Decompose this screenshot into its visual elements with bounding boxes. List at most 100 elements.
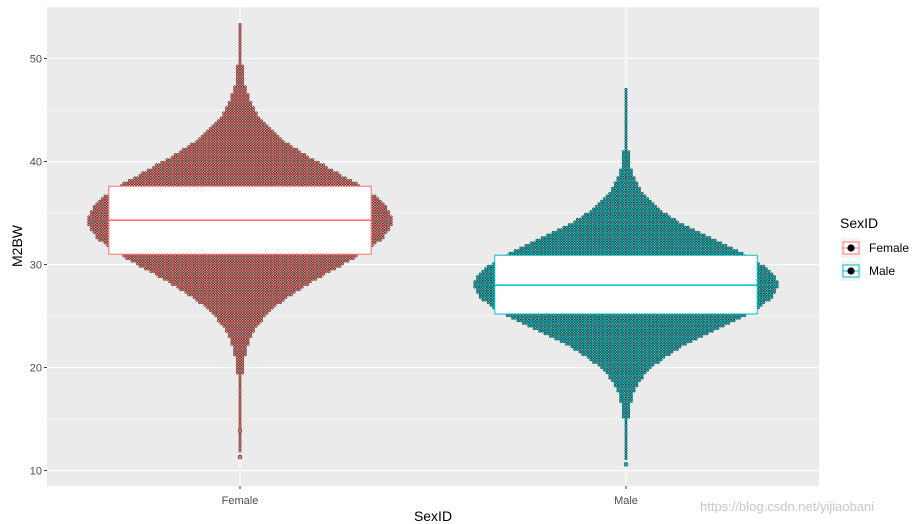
dot bbox=[241, 72, 245, 76]
dot bbox=[260, 137, 264, 141]
dot bbox=[173, 264, 177, 268]
dot bbox=[241, 155, 245, 159]
dot bbox=[284, 272, 288, 276]
dot bbox=[230, 116, 234, 120]
dot bbox=[241, 85, 245, 89]
dot bbox=[171, 168, 174, 172]
dot bbox=[192, 272, 196, 276]
dot bbox=[216, 127, 220, 130]
dot bbox=[203, 280, 207, 284]
dot bbox=[246, 275, 250, 279]
dot bbox=[173, 270, 177, 273]
dot bbox=[327, 176, 331, 180]
dot bbox=[311, 272, 315, 276]
dot bbox=[187, 262, 191, 266]
dot bbox=[122, 254, 126, 258]
dot bbox=[289, 155, 293, 159]
dot bbox=[311, 168, 315, 172]
dot bbox=[181, 272, 185, 276]
dot bbox=[262, 147, 266, 151]
dot bbox=[319, 264, 323, 268]
dot bbox=[90, 228, 93, 232]
dot bbox=[219, 181, 223, 185]
dot bbox=[322, 270, 326, 273]
dot bbox=[200, 270, 204, 273]
dot bbox=[270, 132, 274, 136]
dot bbox=[273, 254, 277, 258]
dot bbox=[268, 160, 272, 164]
dot bbox=[333, 181, 336, 185]
dot bbox=[319, 168, 323, 172]
dot bbox=[270, 283, 274, 286]
dot bbox=[270, 145, 274, 149]
dot bbox=[233, 108, 237, 112]
dot bbox=[157, 264, 161, 268]
dot bbox=[233, 129, 237, 133]
dot bbox=[319, 173, 323, 177]
dot bbox=[319, 179, 323, 182]
dot bbox=[192, 283, 196, 286]
dot bbox=[303, 181, 307, 185]
dot bbox=[219, 171, 223, 175]
dot bbox=[206, 163, 210, 167]
dot bbox=[279, 267, 282, 271]
dot bbox=[260, 153, 264, 156]
dot bbox=[262, 155, 266, 159]
dot bbox=[279, 145, 282, 149]
dot bbox=[376, 199, 380, 203]
dot bbox=[192, 166, 196, 169]
dot bbox=[189, 257, 193, 260]
dot bbox=[216, 262, 220, 266]
dot bbox=[225, 108, 228, 112]
dot bbox=[144, 171, 147, 175]
dot bbox=[195, 262, 199, 266]
dot bbox=[246, 254, 250, 258]
dot bbox=[238, 28, 242, 32]
dot bbox=[389, 218, 393, 221]
dot bbox=[219, 116, 223, 120]
dot bbox=[252, 264, 255, 268]
dot bbox=[292, 280, 296, 284]
dot bbox=[184, 262, 188, 266]
dot bbox=[351, 257, 355, 260]
dot bbox=[279, 262, 282, 266]
dot bbox=[297, 264, 301, 268]
dot bbox=[230, 163, 234, 167]
dot bbox=[276, 158, 280, 162]
dot bbox=[243, 124, 247, 128]
dot bbox=[268, 147, 272, 151]
dot bbox=[225, 132, 228, 136]
dot bbox=[287, 160, 291, 164]
dot bbox=[200, 277, 204, 281]
dot bbox=[376, 223, 380, 227]
dot bbox=[322, 259, 326, 263]
dot bbox=[265, 277, 269, 281]
dot bbox=[289, 173, 293, 177]
dot bbox=[181, 163, 185, 167]
dot bbox=[100, 207, 104, 211]
dot bbox=[157, 163, 161, 167]
dot bbox=[316, 168, 320, 172]
dot bbox=[187, 257, 191, 260]
dot bbox=[373, 199, 377, 203]
dot bbox=[189, 181, 193, 185]
dot bbox=[276, 153, 280, 156]
dot bbox=[219, 158, 223, 162]
dot bbox=[273, 264, 277, 268]
dot bbox=[319, 181, 323, 185]
dot bbox=[168, 264, 172, 268]
dot bbox=[222, 176, 226, 180]
dot bbox=[235, 64, 239, 68]
dot bbox=[279, 153, 282, 156]
dot bbox=[98, 238, 102, 242]
dot bbox=[303, 259, 307, 263]
dot bbox=[292, 160, 296, 164]
dot bbox=[230, 181, 234, 185]
dot bbox=[319, 171, 323, 175]
dot bbox=[203, 163, 207, 167]
dot bbox=[181, 155, 185, 159]
dot bbox=[287, 275, 291, 279]
dot bbox=[233, 147, 237, 151]
dot bbox=[230, 106, 234, 110]
dot bbox=[300, 280, 304, 284]
